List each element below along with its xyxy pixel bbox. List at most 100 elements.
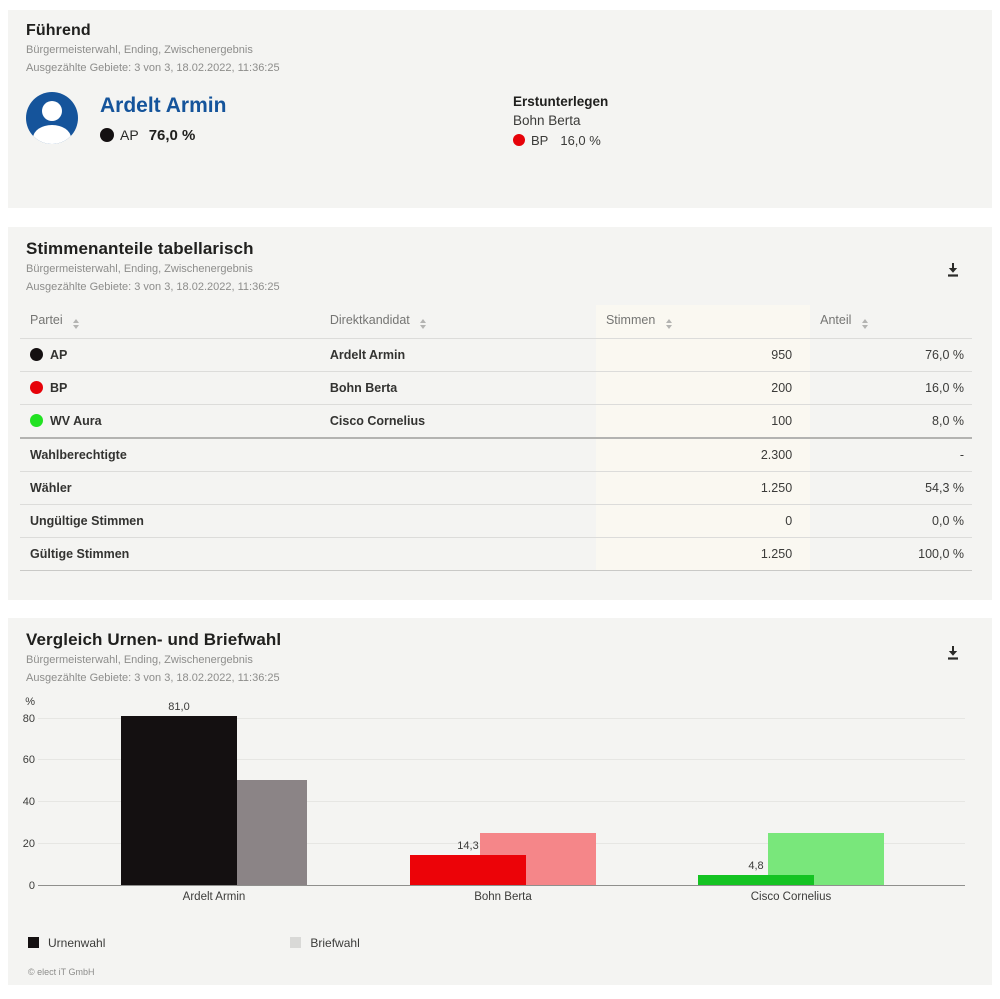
legend-label: Briefwahl xyxy=(310,935,360,950)
y-tick-label: 40 xyxy=(22,796,35,809)
table-row: AP Ardelt Armin 950 76,0 % xyxy=(20,337,972,372)
votes-value: 0 xyxy=(595,503,811,538)
sort-icon xyxy=(420,318,427,329)
runner-up-block: Erstunterlegen Bohn Berta BP 16,0 % xyxy=(513,92,608,148)
chart-plot-area: 0 20 40 60 80% 81,0 14,3 4,8 xyxy=(20,694,972,892)
party-color-dot xyxy=(100,128,114,143)
winner-name: Ardelt Armin xyxy=(100,93,227,117)
share-value: 0,0 % xyxy=(810,503,972,538)
table-title: Stimmenanteile tabellarisch xyxy=(26,239,254,258)
candidate-name: Bohn Berta xyxy=(319,370,596,405)
runner-up-party: BP xyxy=(531,132,549,148)
party-color-dot xyxy=(513,134,525,147)
bar-urnenwahl xyxy=(121,715,237,885)
y-axis-unit: % xyxy=(25,695,35,708)
column-header-stimmen[interactable]: Stimmen xyxy=(595,304,811,339)
sort-icon xyxy=(665,318,672,329)
table-row: BP Bohn Berta 200 16,0 % xyxy=(20,370,972,405)
candidate-name: Ardelt Armin xyxy=(319,337,596,372)
column-header-anteil[interactable]: Anteil xyxy=(810,305,972,339)
sort-icon xyxy=(73,318,80,329)
party-color-dot xyxy=(30,381,43,395)
x-axis-line xyxy=(38,884,965,886)
empty-cell xyxy=(319,536,596,571)
candidate-name: Cisco Cornelius xyxy=(319,403,596,438)
bar-value-label: 4,8 xyxy=(748,859,764,872)
votes-value: 1.250 xyxy=(595,470,811,505)
votes-value: 1.250 xyxy=(595,536,811,571)
table-subtitle: Bürgermeisterwahl, Ending, Zwischenergeb… xyxy=(26,263,253,275)
party: BP xyxy=(30,381,310,395)
urn-postal-comparison-card: Vergleich Urnen- und Briefwahl Bürgermei… xyxy=(8,618,992,985)
party: WV Aura xyxy=(30,414,310,428)
x-category-label: Bohn Berta xyxy=(474,890,532,903)
party-name: AP xyxy=(50,347,68,362)
x-category-label: Ardelt Armin xyxy=(182,890,246,903)
gridline xyxy=(38,801,965,803)
x-category-label: Cisco Cornelius xyxy=(750,890,832,903)
runner-up-name: Bohn Berta xyxy=(513,112,581,128)
bar-value-label: 81,0 xyxy=(168,700,190,713)
empty-cell xyxy=(319,503,596,538)
runner-up-share: 16,0 % xyxy=(560,132,601,148)
party: AP xyxy=(30,348,310,362)
y-tick-label: 0 xyxy=(28,879,35,892)
leading-subtitle: Bürgermeisterwahl, Ending, Zwischenergeb… xyxy=(26,44,253,56)
empty-cell xyxy=(319,470,596,505)
leading-title: Führend xyxy=(26,22,91,39)
share-value: 16,0 % xyxy=(810,370,972,405)
summary-row: Wahlberechtigte 2.300- xyxy=(20,436,972,472)
summary-label: Gültige Stimmen xyxy=(20,536,320,571)
party-cell-wrap: AP xyxy=(20,337,320,372)
share-value: 54,3 % xyxy=(810,470,972,505)
leading-counted-areas: Ausgezählte Gebiete: 3 von 3, 18.02.2022… xyxy=(26,61,280,74)
column-header-partei[interactable]: Partei xyxy=(20,305,320,339)
party-color-dot xyxy=(30,348,43,362)
empty-cell xyxy=(319,436,596,472)
share-value: 76,0 % xyxy=(810,337,972,372)
table-counted-areas: Ausgezählte Gebiete: 3 von 3, 18.02.2022… xyxy=(26,280,280,293)
bar-urnenwahl xyxy=(698,874,814,885)
summary-label: Ungültige Stimmen xyxy=(20,503,320,538)
summary-row: Wähler 1.250 54,3 % xyxy=(20,470,972,505)
votes-value: 200 xyxy=(595,370,811,405)
gridline xyxy=(38,759,965,761)
leading-card: Führend Bürgermeisterwahl, Ending, Zwisc… xyxy=(8,10,992,208)
y-tick-label: 80 xyxy=(22,712,35,725)
share-value: 8,0 % xyxy=(810,403,972,438)
download-icon xyxy=(948,646,958,660)
summary-label: Wähler xyxy=(20,470,320,505)
column-header-direktkandidat[interactable]: Direktkandidat xyxy=(320,305,596,339)
legend-swatch xyxy=(290,937,302,949)
person-avatar-icon xyxy=(26,91,78,144)
votes-value: 2.300 xyxy=(595,436,811,472)
download-icon xyxy=(948,263,958,277)
y-tick-label: 60 xyxy=(22,754,35,767)
chart-subtitle: Bürgermeisterwahl, Ending, Zwischenergeb… xyxy=(26,654,253,666)
summary-row: Ungültige Stimmen 0 0,0 % xyxy=(20,503,972,538)
runner-up-label: Erstunterlegen xyxy=(513,93,609,109)
legend-swatch xyxy=(28,937,39,949)
winner-share: 76,0 % xyxy=(148,126,196,144)
legend-label: Urnenwahl xyxy=(48,935,106,950)
download-button[interactable] xyxy=(942,259,964,281)
download-button[interactable] xyxy=(942,642,964,664)
summary-label: Wahlberechtigte xyxy=(20,436,320,472)
gridline xyxy=(38,717,965,719)
chart-title: Vergleich Urnen- und Briefwahl xyxy=(26,630,282,649)
party-name: WV Aura xyxy=(50,413,102,428)
chart-legend: Urnenwahl Briefwahl xyxy=(20,936,972,950)
table-row: WV Aura Cisco Cornelius 100 8,0 % xyxy=(20,403,972,438)
summary-row: Gültige Stimmen 1.250 100,0 % xyxy=(20,536,972,571)
bar-value-label: 14,3 xyxy=(457,839,479,852)
votes-value: 950 xyxy=(595,337,811,372)
legend-item[interactable]: Briefwahl xyxy=(290,935,360,950)
party-cell-wrap: WV Aura xyxy=(20,403,320,438)
vote-share-table: Partei Direktkandidat Stimmen Anteil AP A… xyxy=(20,304,972,571)
party-cell-wrap: BP xyxy=(20,370,320,405)
vote-share-table-card: Stimmenanteile tabellarisch Bürgermeiste… xyxy=(8,227,992,600)
table-header-row: Partei Direktkandidat Stimmen Anteil xyxy=(20,304,972,339)
legend-item[interactable]: Urnenwahl xyxy=(28,936,105,950)
sort-icon xyxy=(861,318,868,329)
votes-value: 100 xyxy=(595,403,811,438)
